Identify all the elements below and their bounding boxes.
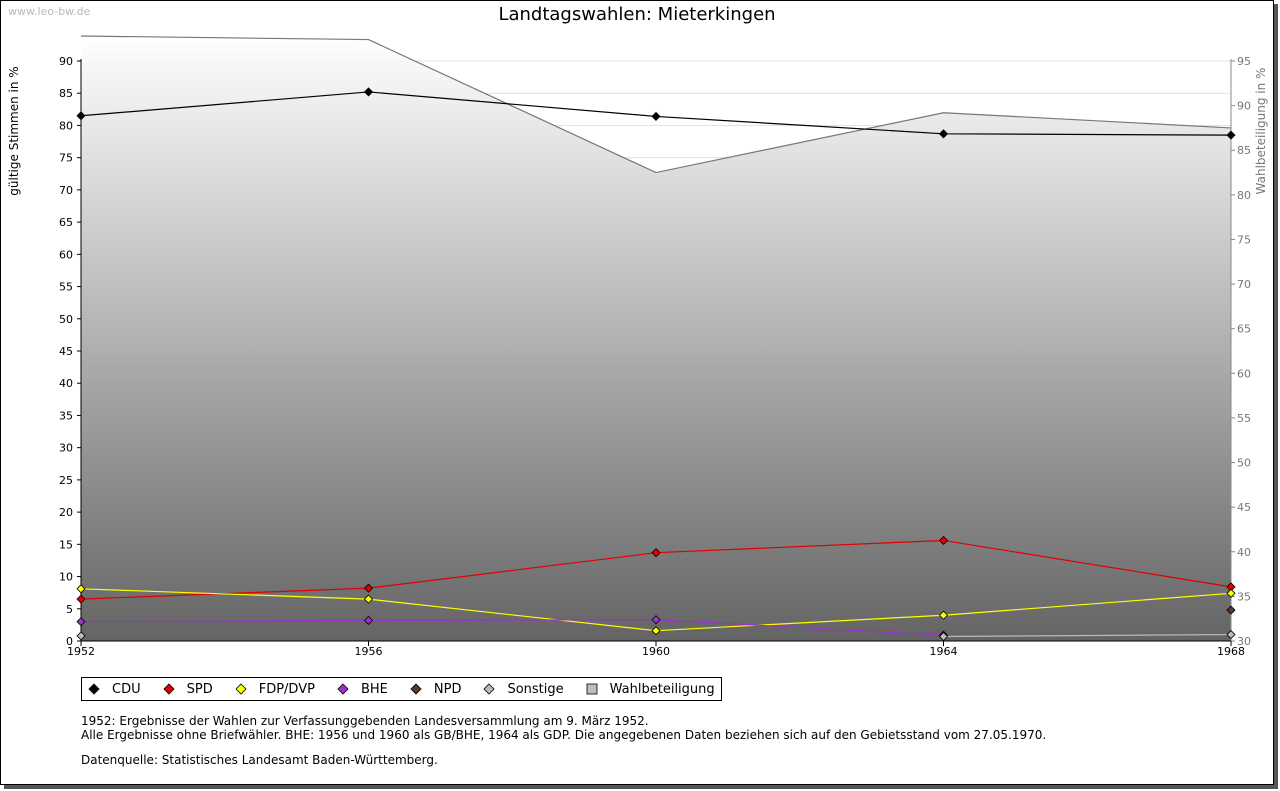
- data-point-spd: [76, 594, 86, 604]
- legend-item-fdp-dvp: FDP/DVP: [235, 682, 315, 697]
- series-line-bhe: [80, 619, 944, 636]
- data-point-fdp-dvp: [76, 584, 86, 594]
- y-tick-label: 70: [59, 184, 73, 197]
- x-tick-label: 1952: [67, 645, 95, 658]
- y2-tick-label: 90: [1237, 100, 1251, 113]
- legend-marker-bhe: [337, 683, 349, 695]
- legend-label-spd: SPD: [186, 681, 213, 697]
- legend-marker-fdp-dvp: [235, 683, 247, 695]
- data-point-sonstige: [76, 631, 86, 641]
- y2-tick-label: 60: [1237, 367, 1251, 380]
- data-point-bhe: [76, 617, 86, 627]
- y-tick-label: 0: [66, 635, 73, 648]
- y-tick-label: 50: [59, 313, 73, 326]
- y-tick-label: 75: [59, 152, 73, 165]
- y-tick-label: 20: [59, 506, 73, 519]
- legend-marker-wahlbeteiligung: [586, 683, 598, 695]
- footnote-2: Alle Ergebnisse ohne Briefwähler. BHE: 1…: [81, 728, 1047, 742]
- data-point-fdp-dvp: [651, 626, 661, 636]
- watermark: www.leo-bw.de: [8, 5, 91, 18]
- y2-tick-label: 40: [1237, 546, 1251, 559]
- y-tick-label: 85: [59, 87, 73, 100]
- y2-axis-title: Wahlbeteiligung in %: [1254, 68, 1268, 195]
- footnote-1: 1952: Ergebnisse der Wahlen zur Verfassu…: [81, 714, 649, 728]
- x-tick-label: 1964: [930, 645, 958, 658]
- y-axis-title: gültige Stimmen in %: [7, 66, 21, 195]
- y-tick-label: 5: [66, 603, 73, 616]
- x-tick-label: 1960: [642, 645, 670, 658]
- legend-item-sonstige: Sonstige: [483, 681, 564, 697]
- y2-tick-label: 70: [1237, 278, 1251, 291]
- footnotes: 1952: Ergebnisse der Wahlen zur Verfassu…: [81, 714, 1046, 742]
- y2-tick-label: 65: [1237, 323, 1251, 336]
- y-tick-label: 40: [59, 377, 73, 390]
- y2-tick-label: 85: [1237, 144, 1251, 157]
- y2-tick-label: 50: [1237, 457, 1251, 470]
- y-tick-label: 55: [59, 281, 73, 294]
- data-point-fdp-dvp: [363, 594, 374, 604]
- data-point-spd: [938, 535, 949, 546]
- legend-label-npd: NPD: [433, 681, 462, 697]
- data-point-fdp-dvp: [1226, 588, 1236, 598]
- y-tick-label: 90: [59, 55, 73, 68]
- y-tick-label: 60: [59, 248, 73, 261]
- chart-title: Landtagswahlen: Mieterkingen: [498, 4, 776, 25]
- data-point-bhe: [363, 615, 374, 625]
- legend-label-wahlbeteiligung: Wahlbeteiligung: [609, 681, 715, 697]
- legend-item-cdu: CDU: [88, 682, 141, 697]
- legend-item-npd: NPD: [410, 681, 462, 697]
- y-tick-label: 65: [59, 216, 73, 229]
- data-point-spd: [363, 583, 374, 593]
- y-tick-label: 45: [59, 345, 73, 358]
- data-point-cdu: [938, 129, 949, 139]
- data-point-cdu: [651, 111, 661, 121]
- data-point-spd: [651, 548, 661, 558]
- y-tick-label: 30: [59, 442, 73, 455]
- data-point-bhe: [651, 615, 661, 625]
- data-point-cdu: [76, 111, 86, 121]
- y2-tick-label: 45: [1237, 501, 1251, 514]
- data-point-npd: [1226, 605, 1236, 615]
- plot-area: 0 5 10 15 20 25 30 35 40 45 50 55 60 65 70 75 80 85 90 30 35…: [7, 35, 1268, 658]
- data-point-sonstige: [1226, 629, 1236, 640]
- y2-tick-label: 30: [1237, 635, 1251, 648]
- legend-label-cdu: CDU: [112, 681, 141, 697]
- legend-marker-sonstige: [483, 683, 496, 695]
- y2-tick-label: 95: [1237, 55, 1251, 68]
- legend-item-bhe: BHE: [337, 682, 388, 697]
- legend: CDU SPD FDP/DVP BHE NPD Sonstige Wahlbeteiligu…: [81, 677, 722, 701]
- data-point-cdu: [1226, 130, 1236, 140]
- legend-item-wahlbeteiligung: Wahlbeteiligung: [586, 682, 715, 697]
- legend-label-bhe: BHE: [360, 681, 388, 697]
- legend-label-sonstige: Sonstige: [507, 681, 564, 697]
- y2-tick-label: 55: [1237, 412, 1251, 425]
- y-tick-label: 10: [59, 571, 73, 584]
- y2-tick-label: 80: [1237, 189, 1251, 202]
- turnout-line: [80, 35, 1232, 174]
- data-source: Datenquelle: Statistisches Landesamt Bad…: [81, 753, 438, 767]
- data-point-fdp-dvp: [938, 610, 949, 620]
- y-tick-label: 80: [59, 119, 73, 132]
- turnout-area: [81, 36, 1231, 642]
- legend-label-fdp-dvp: FDP/DVP: [258, 681, 315, 697]
- legend-marker-spd: [163, 683, 175, 695]
- legend-marker-cdu: [88, 683, 100, 695]
- y-tick-label: 35: [59, 409, 73, 422]
- x-tick-label: 1968: [1217, 645, 1245, 658]
- data-point-sonstige: [938, 631, 949, 642]
- y2-tick-label: 35: [1237, 590, 1251, 603]
- series-line-sonstige: [943, 633, 1232, 638]
- y-tick-label: 25: [59, 474, 73, 487]
- legend-item-spd: SPD: [163, 682, 213, 697]
- x-tick-label: 1956: [355, 645, 383, 658]
- y-tick-label: 15: [59, 538, 73, 551]
- legend-marker-npd: [410, 683, 422, 695]
- y2-tick-label: 75: [1237, 233, 1251, 246]
- data-point-cdu: [363, 87, 374, 97]
